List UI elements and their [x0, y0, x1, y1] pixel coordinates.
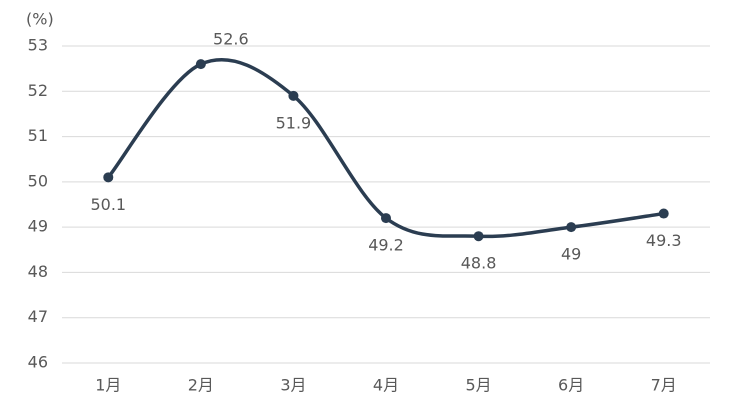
y-tick-label: 50 — [28, 171, 48, 190]
data-label: 49.2 — [368, 236, 404, 255]
x-tick-label: 2月 — [188, 376, 214, 395]
marker — [288, 90, 299, 101]
x-tick-label: 3月 — [280, 376, 306, 395]
data-label: 50.1 — [90, 195, 126, 214]
marker — [658, 208, 669, 219]
data-label: 48.8 — [461, 254, 497, 273]
x-tick-label: 6月 — [558, 376, 584, 395]
data-label: 49 — [561, 245, 581, 264]
line — [106, 58, 664, 239]
x-tick-label: 4月 — [373, 376, 399, 395]
marker — [381, 213, 391, 224]
y-tick-label: 53 — [28, 36, 48, 55]
data-label: 52.6 — [213, 30, 249, 49]
y-tick-label: 47 — [28, 307, 48, 326]
x-tick-label: 5月 — [465, 376, 491, 395]
y-tick-label: 51 — [28, 126, 48, 145]
y-tick-label: 46 — [28, 353, 48, 372]
data-label: 51.9 — [276, 113, 312, 132]
marker — [566, 222, 577, 233]
unit-label: (%) — [26, 10, 54, 29]
marker — [473, 231, 484, 242]
y-tick-label: 49 — [28, 217, 48, 236]
x-tick-label: 7月 — [651, 376, 677, 395]
x-tick-label: 1月 — [95, 376, 121, 395]
marker — [103, 172, 114, 183]
marker — [195, 59, 206, 70]
y-tick-label: 52 — [28, 81, 48, 100]
y-tick-label: 48 — [28, 262, 48, 281]
data-label: 49.3 — [646, 231, 682, 250]
